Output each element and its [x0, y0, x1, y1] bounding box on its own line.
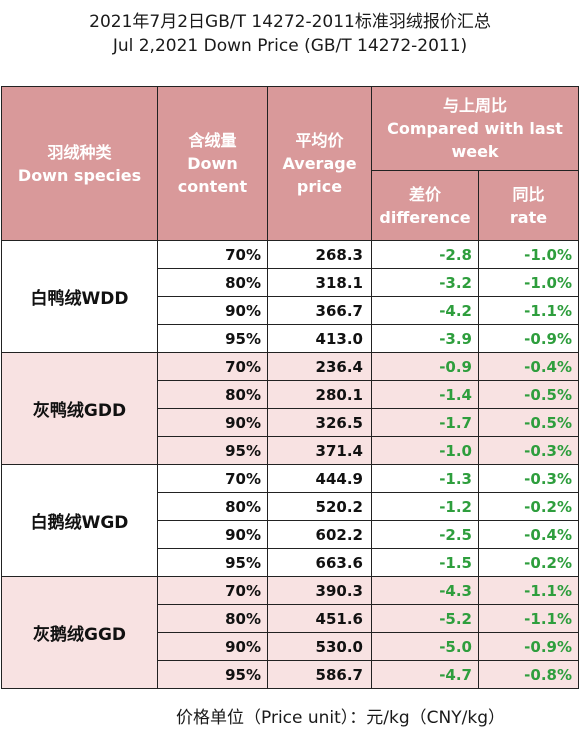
difference-cell: -4.7 — [371, 660, 479, 689]
table-row: 白鸭绒WDD 70% 268.3 -2.8 -1.0% — [1, 240, 579, 353]
difference-cell: -2.8 — [371, 240, 479, 269]
table-row: 95% 663.6 -1.5 -0.2% — [2, 548, 579, 577]
content-cell: 95% — [157, 548, 268, 577]
difference-cell: -0.9 — [371, 352, 479, 381]
content-cell: 80% — [157, 380, 268, 409]
content-cell: 95% — [157, 436, 268, 465]
difference-cell: -4.3 — [371, 576, 479, 605]
species-cell: 灰鸭绒GDD — [1, 352, 158, 465]
content-cell: 90% — [157, 520, 268, 549]
table-row: 90% 366.7 -4.2 -1.1% — [2, 296, 579, 325]
difference-cell: -2.5 — [371, 520, 479, 549]
rate-cell: -1.1% — [478, 604, 579, 633]
rate-cell: -0.5% — [478, 380, 579, 409]
table-row: 80% 520.2 -1.2 -0.2% — [2, 492, 579, 521]
average-price-cell: 663.6 — [267, 548, 372, 577]
content-cell: 80% — [157, 492, 268, 521]
content-cell: 70% — [157, 464, 268, 493]
down-price-table: 羽绒种类 Down species 含绒量 Down content 平均价 A… — [1, 86, 579, 689]
rate-cell: -0.2% — [478, 492, 579, 521]
average-price-cell: 451.6 — [267, 604, 372, 633]
header-rate: 同比 rate — [478, 170, 579, 241]
header-down-content: 含绒量 Down content — [157, 86, 268, 241]
rate-cell: -0.9% — [478, 632, 579, 661]
table-row: 95% 586.7 -4.7 -0.8% — [2, 660, 579, 689]
rate-cell: -1.0% — [478, 268, 579, 297]
content-cell: 90% — [157, 408, 268, 437]
table-row: 80% 280.1 -1.4 -0.5% — [2, 380, 579, 409]
average-price-cell: 268.3 — [267, 240, 372, 269]
rate-cell: -0.5% — [478, 408, 579, 437]
average-price-cell: 280.1 — [267, 380, 372, 409]
rate-cell: -0.2% — [478, 548, 579, 577]
content-cell: 95% — [157, 324, 268, 353]
species-cell: 白鹅绒WGD — [1, 464, 158, 577]
rate-cell: -0.3% — [478, 436, 579, 465]
header-compared-last-week: 与上周比 Compared with last week — [371, 86, 579, 171]
content-cell: 90% — [157, 296, 268, 325]
difference-cell: -1.4 — [371, 380, 479, 409]
average-price-cell: 366.7 — [267, 296, 372, 325]
header-species: 羽绒种类 Down species — [1, 86, 158, 241]
difference-cell: -1.3 — [371, 464, 479, 493]
rate-cell: -0.4% — [478, 352, 579, 381]
average-price-cell: 318.1 — [267, 268, 372, 297]
content-cell: 70% — [157, 240, 268, 269]
difference-cell: -4.2 — [371, 296, 479, 325]
average-price-cell: 236.4 — [267, 352, 372, 381]
species-cell: 白鸭绒WDD — [1, 240, 158, 353]
table-row: 80% 318.1 -3.2 -1.0% — [2, 268, 579, 297]
difference-cell: -3.9 — [371, 324, 479, 353]
rate-cell: -0.3% — [478, 464, 579, 493]
content-cell: 90% — [157, 632, 268, 661]
average-price-cell: 602.2 — [267, 520, 372, 549]
average-price-cell: 586.7 — [267, 660, 372, 689]
difference-cell: -5.2 — [371, 604, 479, 633]
average-price-cell: 326.5 — [267, 408, 372, 437]
average-price-cell: 444.9 — [267, 464, 372, 493]
content-cell: 80% — [157, 268, 268, 297]
title-english: Jul 2,2021 Down Price (GB/T 14272-2011) — [112, 36, 468, 56]
difference-cell: -1.5 — [371, 548, 479, 577]
average-price-cell: 413.0 — [267, 324, 372, 353]
average-price-cell: 520.2 — [267, 492, 372, 521]
table-row: 90% 530.0 -5.0 -0.9% — [2, 632, 579, 661]
header-difference: 差价 difference — [371, 170, 479, 241]
content-cell: 70% — [157, 576, 268, 605]
rate-cell: -1.1% — [478, 576, 579, 605]
price-unit-note: 价格单位（Price unit）：元/kg（CNY/kg） — [176, 708, 506, 728]
table-row: 95% 413.0 -3.9 -0.9% — [2, 324, 579, 353]
table-row: 灰鸭绒GDD 70% 236.4 -0.9 -0.4% — [1, 352, 579, 465]
average-price-cell: 390.3 — [267, 576, 372, 605]
difference-cell: -1.2 — [371, 492, 479, 521]
content-cell: 95% — [157, 660, 268, 689]
table-row: 90% 602.2 -2.5 -0.4% — [2, 520, 579, 549]
content-cell: 70% — [157, 352, 268, 381]
table-row: 灰鹅绒GGD 70% 390.3 -4.3 -1.1% — [1, 576, 579, 689]
rate-cell: -0.9% — [478, 324, 579, 353]
title-chinese: 2021年7月2日GB/T 14272-2011标准羽绒报价汇总 — [89, 12, 491, 32]
difference-cell: -3.2 — [371, 268, 479, 297]
average-price-cell: 530.0 — [267, 632, 372, 661]
difference-cell: -1.7 — [371, 408, 479, 437]
rate-cell: -1.1% — [478, 296, 579, 325]
species-cell: 灰鹅绒GGD — [1, 576, 158, 689]
difference-cell: -5.0 — [371, 632, 479, 661]
header-average-price: 平均价 Average price — [267, 86, 372, 241]
content-cell: 80% — [157, 604, 268, 633]
rate-cell: -0.8% — [478, 660, 579, 689]
rate-cell: -1.0% — [478, 240, 579, 269]
difference-cell: -1.0 — [371, 436, 479, 465]
table-row: 白鹅绒WGD 70% 444.9 -1.3 -0.3% — [1, 464, 579, 577]
average-price-cell: 371.4 — [267, 436, 372, 465]
rate-cell: -0.4% — [478, 520, 579, 549]
